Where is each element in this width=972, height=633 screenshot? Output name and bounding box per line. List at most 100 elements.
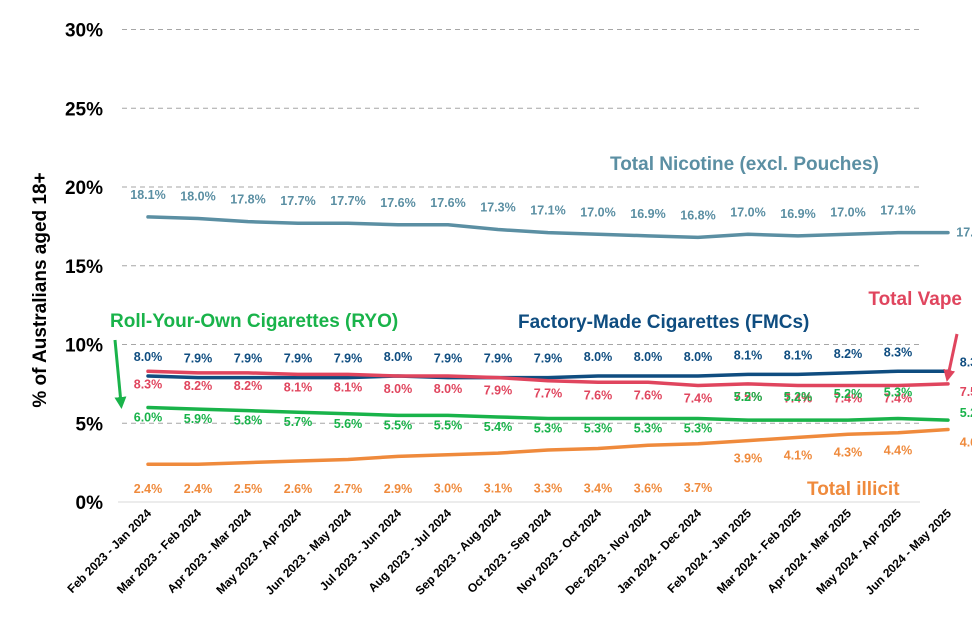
data-label: 8.3%: [884, 345, 913, 359]
y-tick-label: 5%: [76, 414, 104, 435]
data-label: 2.9%: [384, 482, 413, 496]
data-label: 17.1%: [956, 226, 972, 240]
data-label: 17.7%: [280, 194, 315, 208]
x-tick-label: Apr 2023 - Mar 2024: [165, 506, 255, 596]
x-tick-label: Sep 2023 - Aug 2024: [412, 506, 504, 598]
data-label: 5.3%: [534, 422, 563, 436]
data-label: 5.5%: [434, 418, 463, 432]
data-label: 3.0%: [434, 482, 463, 496]
data-label: 17.0%: [730, 205, 765, 219]
data-label: 2.4%: [134, 482, 163, 496]
data-label: 5.2%: [960, 406, 972, 420]
data-label: 17.1%: [530, 204, 565, 218]
data-label: 3.4%: [584, 481, 613, 495]
x-tick-label: Nov 2023 - Oct 2024: [514, 506, 604, 596]
data-label: 8.2%: [184, 379, 213, 393]
data-label: 5.5%: [384, 418, 413, 432]
series-name-label: Total illicit: [807, 479, 900, 500]
series-line: [146, 369, 950, 388]
data-label: 7.4%: [684, 391, 713, 405]
data-label: 2.5%: [234, 482, 263, 496]
x-tick-label: Apr 2024 - Mar 2025: [765, 506, 855, 596]
data-label: 7.9%: [284, 352, 313, 366]
data-label: 3.7%: [684, 481, 713, 495]
data-label: 3.6%: [634, 481, 663, 495]
y-tick-label: 10%: [65, 336, 103, 357]
series-line: [146, 405, 950, 422]
series-name-label: Total Nicotine (excl. Pouches): [610, 154, 879, 175]
data-label: 17.8%: [230, 193, 265, 207]
data-label: 6.0%: [134, 411, 163, 425]
data-label: 7.5%: [960, 385, 972, 399]
data-label: 16.9%: [630, 207, 665, 221]
series-name-label: Roll-Your-Own Cigarettes (RYO): [110, 311, 398, 332]
data-label: 8.3%: [134, 377, 163, 391]
data-label: 18.0%: [180, 190, 215, 204]
data-label: 7.7%: [534, 387, 563, 401]
data-label: 7.9%: [484, 352, 513, 366]
data-label: 16.8%: [680, 208, 715, 222]
data-label: 3.3%: [534, 481, 563, 495]
data-label: 8.0%: [684, 350, 713, 364]
series-line: [146, 215, 950, 240]
y-tick-label: 15%: [65, 257, 103, 278]
y-axis-ticks: 0% 5% 10% 15% 20% 25% 30%: [65, 21, 103, 515]
data-label: 7.6%: [634, 388, 663, 402]
data-label: 5.6%: [334, 417, 363, 431]
gridlines: [122, 29, 920, 424]
data-label: 17.3%: [480, 201, 515, 215]
data-label: 5.3%: [884, 386, 913, 400]
data-label: 4.6%: [960, 436, 972, 450]
data-label: 17.7%: [330, 194, 365, 208]
x-tick-label: Aug 2023 - Jul 2024: [365, 506, 454, 595]
x-tick-label: Mar 2023 - Feb 2024: [114, 506, 204, 596]
data-label: 7.6%: [584, 388, 613, 402]
series-line: [146, 369, 950, 380]
data-label: 17.1%: [880, 204, 915, 218]
annotation-arrows: [113, 333, 959, 409]
data-label: 5.2%: [784, 390, 813, 404]
data-label: 5.9%: [184, 412, 213, 426]
data-label: 5.7%: [284, 415, 313, 429]
y-axis-label: % of Australians aged 18+: [30, 172, 51, 407]
data-label: 7.4%: [784, 391, 813, 405]
data-label: 7.4%: [884, 391, 913, 405]
data-label: 7.5%: [734, 390, 763, 404]
series-name-label: Factory-Made Cigarettes (FMCs): [518, 312, 809, 333]
x-tick-label: May 2023 - Apr 2024: [213, 506, 304, 597]
data-label: 7.9%: [334, 352, 363, 366]
data-label: 7.9%: [234, 352, 263, 366]
data-label: 4.4%: [884, 444, 913, 458]
data-label: 8.0%: [384, 382, 413, 396]
x-tick-label: Jun 2023 - May 2024: [263, 506, 355, 598]
data-label: 8.2%: [834, 347, 863, 361]
y-tick-label: 0%: [76, 493, 104, 514]
x-tick-label: May 2024 - Apr 2025: [813, 506, 904, 597]
x-tick-label: Feb 2024 - Jan 2025: [665, 506, 755, 596]
series-names: Total Nicotine (excl. Pouches) Factory-Ma…: [110, 154, 962, 500]
data-label: 3.9%: [734, 452, 763, 466]
data-label: 17.6%: [430, 196, 465, 210]
series-name-label: Total Vape: [868, 289, 962, 310]
data-label: 8.0%: [134, 350, 163, 364]
y-tick-label: 25%: [65, 99, 103, 120]
series-line: [146, 427, 950, 466]
data-label: 5.2%: [734, 390, 763, 404]
data-label: 5.4%: [484, 420, 513, 434]
arrow-ryo: [113, 339, 127, 409]
data-label: 8.0%: [584, 350, 613, 364]
x-tick-label: Feb 2023 - Jan 2024: [65, 506, 155, 596]
data-label: 17.0%: [830, 205, 865, 219]
data-label: 5.3%: [634, 422, 663, 436]
data-label: 2.4%: [184, 482, 213, 496]
data-label: 5.3%: [584, 422, 613, 436]
x-tick-label: Jan 2024 - Dec 2024: [614, 506, 704, 596]
data-label: 8.1%: [784, 348, 813, 362]
data-label: 3.1%: [484, 482, 513, 496]
x-tick-label: Mar 2024 - Feb 2025: [714, 506, 804, 596]
data-label: 7.9%: [434, 352, 463, 366]
data-label: 5.8%: [234, 414, 263, 428]
data-label: 8.3%: [960, 355, 972, 369]
